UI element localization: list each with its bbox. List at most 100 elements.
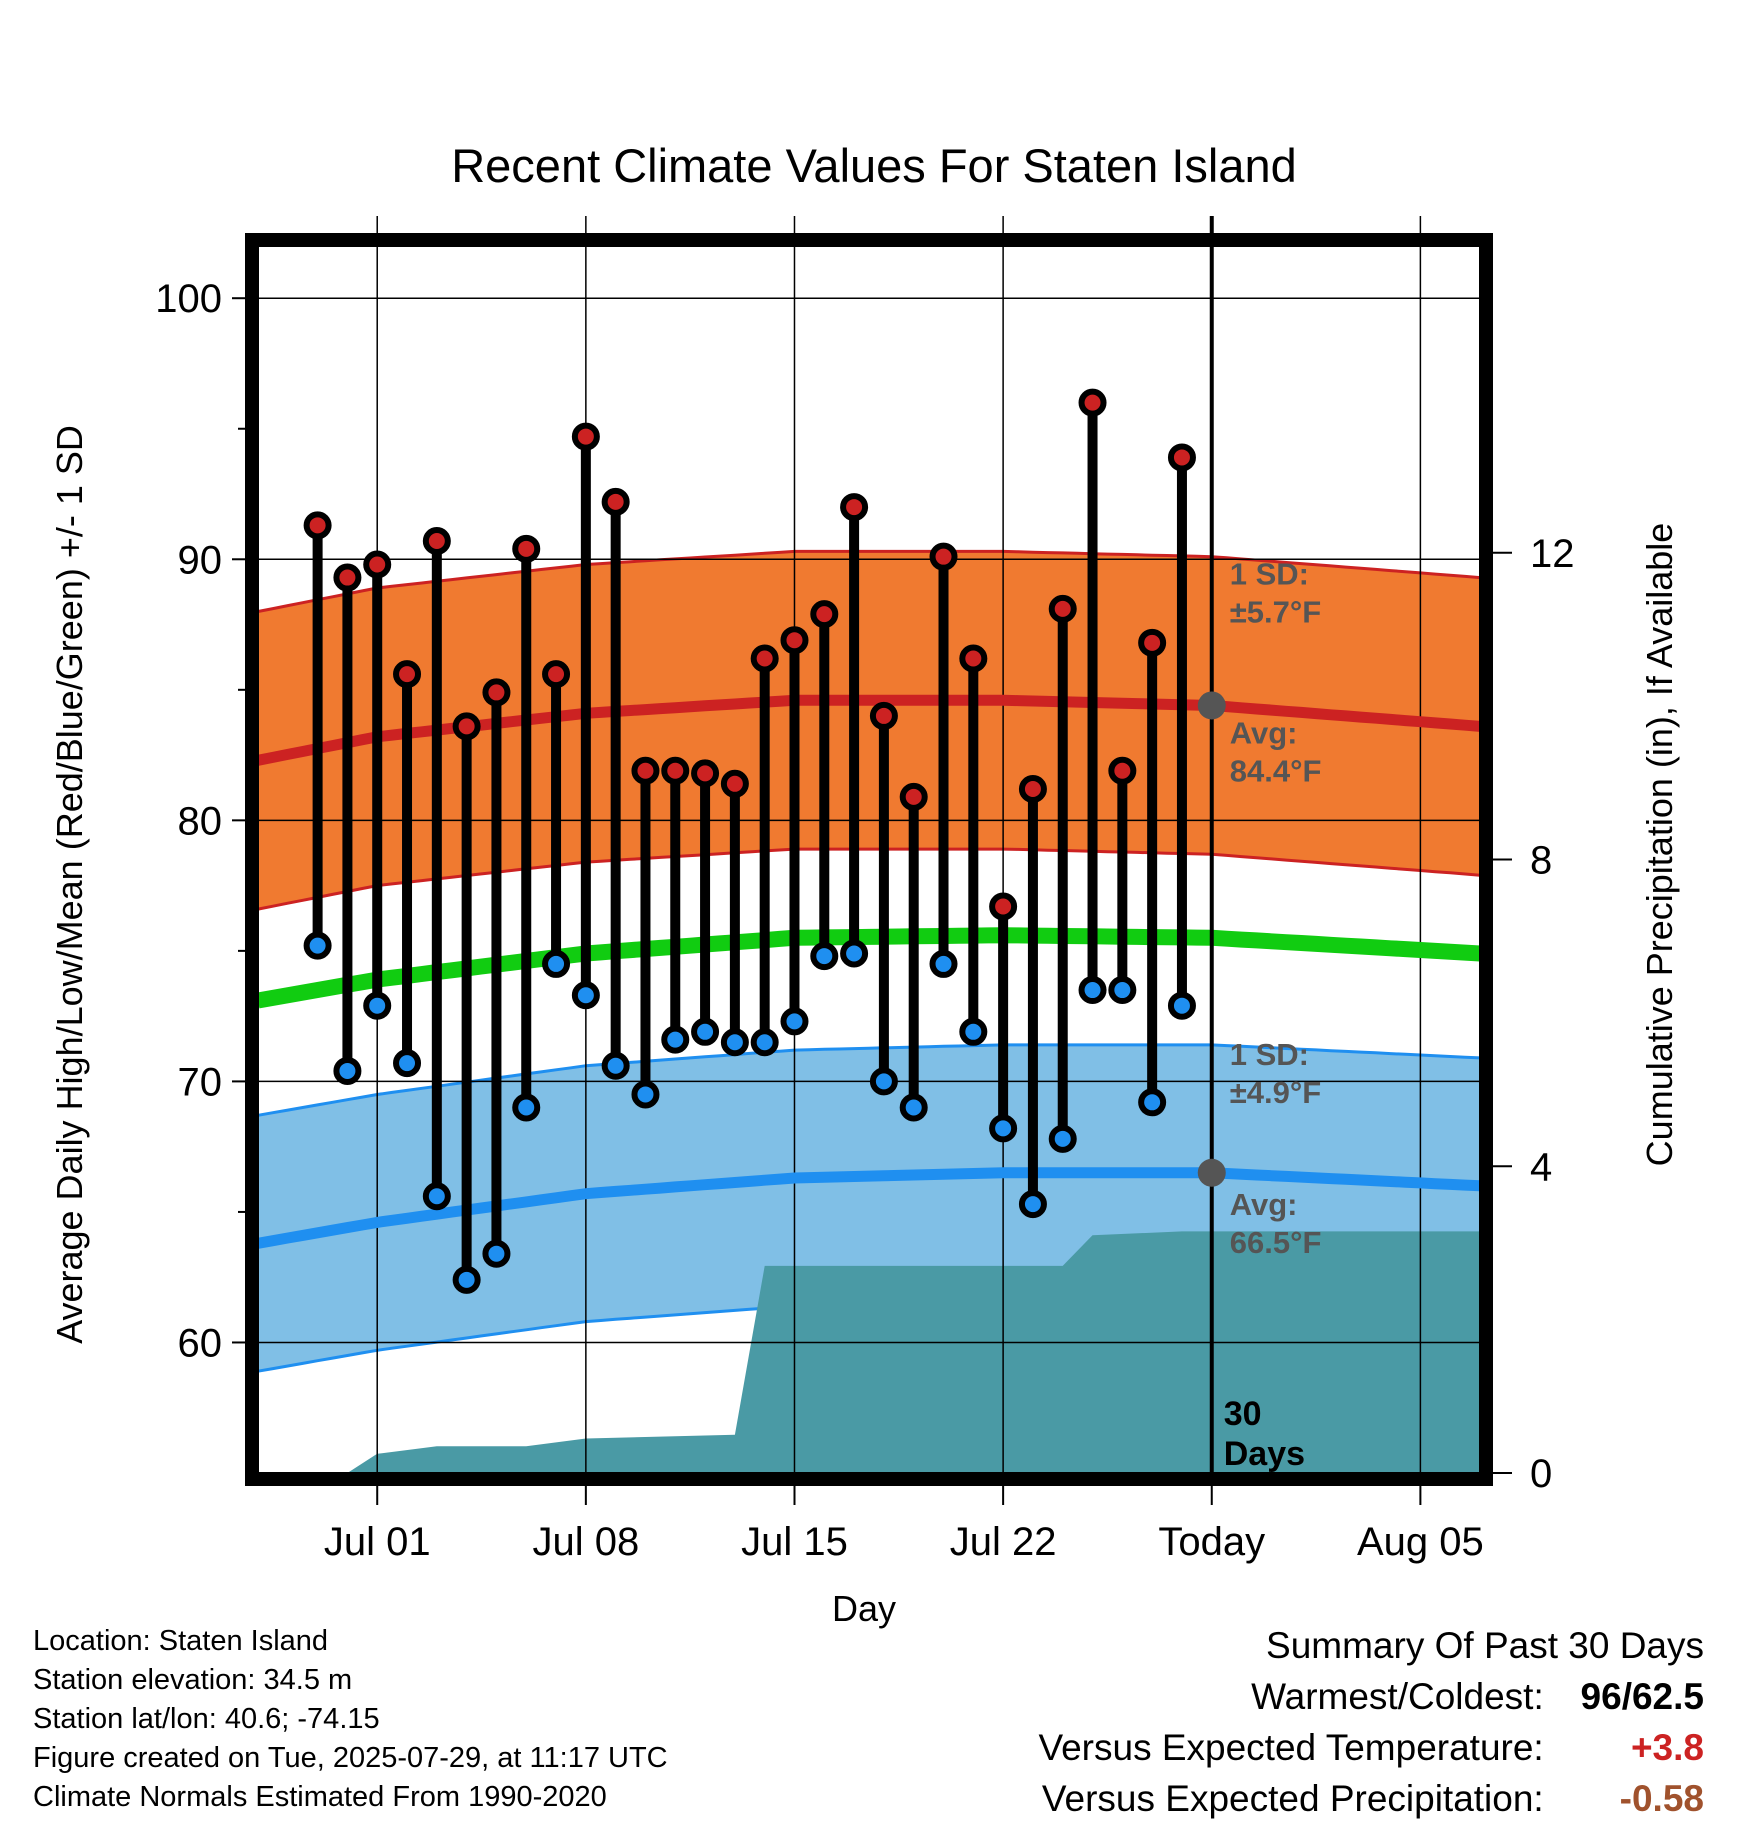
low-point	[631, 1080, 660, 1109]
y-tick-label: 80	[178, 799, 223, 843]
normals-text: Climate Normals Estimated From 1990-2020	[33, 1781, 607, 1813]
precipitation-fill	[317, 1231, 1481, 1473]
high-point	[780, 626, 809, 655]
high-point	[303, 511, 332, 540]
high-point	[750, 644, 779, 673]
low-point	[601, 1051, 630, 1080]
low-point	[512, 1093, 541, 1122]
plot-border	[245, 233, 1493, 1486]
low-point	[750, 1028, 779, 1057]
low-point	[780, 1007, 809, 1036]
high-point	[631, 756, 660, 785]
high-avg-value: 84.4°F	[1230, 753, 1322, 788]
high-point	[1167, 443, 1196, 472]
low-avg-line	[257, 1167, 1481, 1249]
low-point	[661, 1025, 690, 1054]
created-text: Figure created on Tue, 2025-07-29, at 11…	[33, 1742, 668, 1774]
high-point	[869, 701, 898, 730]
high-point	[512, 534, 541, 563]
high-point	[840, 493, 869, 522]
low-point	[452, 1265, 481, 1294]
y2-axis-label: Cumulative Precipitation (in), If Availa…	[1639, 523, 1680, 1167]
low-point	[1048, 1124, 1077, 1153]
low-point	[542, 949, 571, 978]
warmest-value: 96/62.5	[1580, 1676, 1704, 1717]
high-point	[452, 712, 481, 741]
high-point	[333, 563, 362, 592]
high-point	[482, 678, 511, 707]
x-tick-label: Today	[1158, 1520, 1265, 1564]
low-point	[571, 981, 600, 1010]
high-point	[661, 756, 690, 785]
high-point	[1048, 594, 1077, 623]
summary-precip-row: Versus Expected Precipitation: -0.58	[1038, 1773, 1704, 1824]
y-tick-label: 60	[178, 1321, 223, 1365]
low-sd-upper-line	[257, 1043, 1481, 1117]
y2-tick-label: 12	[1530, 532, 1575, 576]
precip-anomaly-value: -0.58	[1619, 1778, 1704, 1819]
high-point	[571, 422, 600, 451]
high-point	[363, 550, 392, 579]
warmest-label: Warmest/Coldest:	[1251, 1676, 1544, 1717]
high-point	[691, 759, 720, 788]
low-point	[810, 942, 839, 971]
x-tick-label: Jul 22	[950, 1520, 1057, 1564]
low-point	[869, 1067, 898, 1096]
high-point	[1018, 775, 1047, 804]
summary-warmest-row: Warmest/Coldest: 96/62.5	[1038, 1671, 1704, 1722]
daily-range-stems	[312, 402, 1187, 1280]
high-sd-label: 1 SD:	[1230, 557, 1309, 592]
low-point	[1167, 991, 1196, 1020]
y2-tick-label: 0	[1530, 1452, 1552, 1496]
location-text: Location: Staten Island	[33, 1625, 329, 1657]
low-sd-label: 1 SD:	[1230, 1037, 1309, 1072]
summary-temp-row: Versus Expected Temperature: +3.8	[1038, 1722, 1704, 1773]
y2-tick-label: 8	[1530, 839, 1552, 883]
high-point	[393, 660, 422, 689]
today-low-avg-point	[1197, 1158, 1226, 1187]
high-point	[1108, 756, 1137, 785]
low-avg-value: 66.5°F	[1230, 1225, 1322, 1260]
low-point	[691, 1017, 720, 1046]
low-sd-value: ±4.9°F	[1230, 1075, 1321, 1110]
station-info: Location: Staten Island Station elevatio…	[33, 1622, 668, 1817]
low-point	[989, 1114, 1018, 1143]
window-label-days: Days	[1224, 1435, 1305, 1473]
y-tick-label: 100	[155, 277, 222, 321]
precipitation-area	[317, 1231, 1481, 1473]
low-point	[363, 991, 392, 1020]
low-point	[393, 1049, 422, 1078]
temp-anomaly-label: Versus Expected Temperature:	[1038, 1727, 1544, 1768]
high-point	[601, 487, 630, 516]
low-point	[959, 1017, 988, 1046]
x-axis-label: Day	[832, 1588, 896, 1629]
today-marker	[1197, 216, 1226, 1473]
high-point	[542, 660, 571, 689]
high-point	[989, 892, 1018, 921]
low-point	[1138, 1088, 1167, 1117]
high-point	[929, 542, 958, 571]
low-point	[720, 1028, 749, 1057]
temp-anomaly-value: +3.8	[1630, 1727, 1704, 1768]
y2-tick-label: 4	[1530, 1145, 1552, 1189]
high-point	[810, 600, 839, 629]
low-point	[899, 1093, 928, 1122]
low-point	[1108, 976, 1137, 1005]
low-point	[1078, 976, 1107, 1005]
today-high-avg-point	[1197, 691, 1226, 720]
high-point	[720, 769, 749, 798]
high-point	[1138, 628, 1167, 657]
low-point	[840, 939, 869, 968]
summary-panel: Summary Of Past 30 Days Warmest/Coldest:…	[1038, 1620, 1704, 1824]
low-point	[333, 1056, 362, 1085]
window-label-number: 30	[1224, 1395, 1262, 1433]
elevation-text: Station elevation: 34.5 m	[33, 1664, 353, 1696]
low-point	[422, 1182, 451, 1211]
y-tick-label: 90	[178, 538, 223, 582]
mean-avg-line	[256, 927, 1481, 1009]
high-avg-label: Avg:	[1230, 715, 1298, 750]
annotations: 1 SD: ±5.7°F Avg: 84.4°F 1 SD: ±4.9°F Av…	[1224, 557, 1322, 1473]
x-tick-label: Jul 15	[741, 1520, 848, 1564]
high-point	[959, 644, 988, 673]
